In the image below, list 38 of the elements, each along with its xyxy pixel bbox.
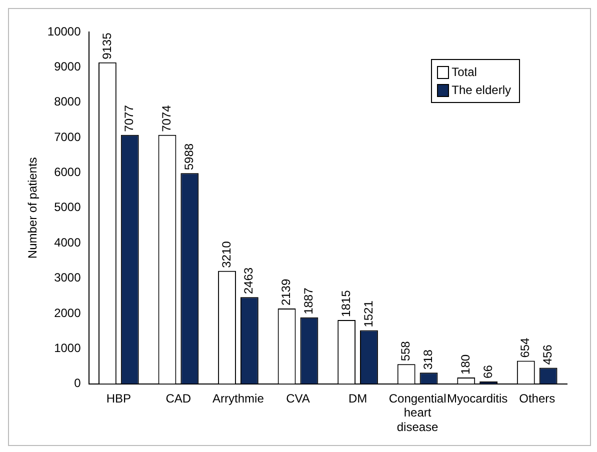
y-tick-label: 3000 (54, 270, 82, 285)
data-label: 1521 (361, 300, 376, 328)
y-axis-title: Number of patients (26, 157, 40, 259)
y-tick-label: 1000 (54, 340, 82, 355)
data-label: 2139 (279, 278, 294, 306)
y-tick-label: 6000 (54, 165, 82, 180)
x-tick-label: Others (519, 391, 556, 406)
data-label: 318 (421, 349, 436, 370)
legend-label: Total (452, 65, 477, 79)
data-label: 1887 (302, 287, 316, 314)
data-label: 66 (480, 364, 495, 378)
y-tick-label: 8000 (54, 94, 82, 109)
data-label: 3210 (219, 240, 234, 268)
x-tick-label: Congential heart disease (388, 391, 446, 434)
data-label: 456 (540, 344, 555, 365)
y-tick-label: 0 (74, 376, 82, 390)
data-label: 5988 (182, 143, 196, 170)
y-tick-label: 9000 (54, 59, 82, 74)
y-tick-label: 5000 (54, 200, 82, 214)
x-tick-label: CAD (166, 391, 192, 406)
y-tick-label: 2000 (54, 306, 82, 320)
x-tick-label: DM (348, 391, 368, 406)
x-tick-label: Myocarditis (446, 391, 508, 406)
data-label: 558 (398, 340, 413, 362)
x-tick-label: CVA (286, 391, 310, 406)
data-label: 2463 (242, 267, 256, 294)
data-label: 7077 (122, 104, 136, 132)
data-label: 654 (518, 337, 532, 358)
x-tick-label: HBP (106, 391, 131, 406)
data-label: 180 (458, 354, 472, 374)
data-label: 7074 (160, 104, 174, 132)
legend-label: The elderly (452, 83, 511, 97)
data-label: 9135 (100, 32, 114, 60)
y-tick-label: 7000 (54, 130, 82, 144)
y-tick-label: 10000 (47, 24, 82, 38)
data-label: 1815 (338, 290, 353, 317)
x-tick-label: Arrythmie (212, 391, 264, 406)
y-tick-label: 4000 (54, 235, 82, 250)
